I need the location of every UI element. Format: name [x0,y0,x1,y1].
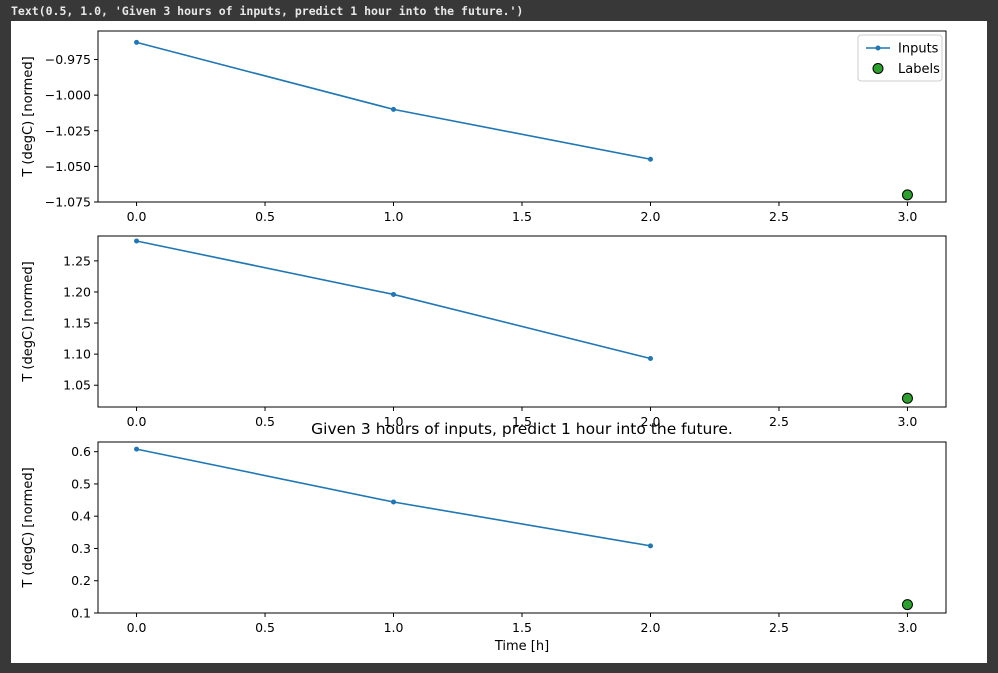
y-tick-label: −1.000 [45,88,91,103]
y-tick-label: 0.3 [71,541,91,556]
x-tick-label: 3.0 [898,414,918,429]
y-tick-label: 1.20 [63,284,91,299]
inputs-series-line [136,448,651,547]
y-axis-label: T (degC) [normed] [21,467,36,588]
y-tick-label: −1.050 [45,159,91,174]
x-tick-label: 3.0 [898,620,918,635]
x-tick-label: 1.0 [384,620,404,635]
x-tick-label: 2.0 [641,414,661,429]
inputs-point [647,355,653,361]
inputs-point [647,156,653,162]
chart-title: Given 3 hours of inputs, predict 1 hour … [311,420,733,438]
y-axis-label: T (degC) [normed] [21,56,36,177]
x-tick-label: 1.5 [512,414,532,429]
legend-labels-label: Labels [898,62,940,77]
x-tick-label: 1.5 [512,209,532,224]
subplot-2: 0.0 0.5 1.0 1.5 2.0 2.5 3.0 1.25 1.20 1.15 1.10 1.0… [21,235,947,429]
x-tick-label: 1.0 [384,414,404,429]
axes-frame [97,30,947,203]
axes-frame [97,235,947,408]
inputs-point [391,291,397,297]
inputs-point [134,39,140,45]
y-tick-label: 1.10 [63,347,91,362]
x-tick-label: 0.5 [255,414,275,429]
y-tick-label: 0.2 [71,573,91,588]
labels-point [901,599,913,611]
inputs-point [647,543,653,549]
y-tick-label: 0.5 [71,476,91,491]
x-tick-label: 1.0 [384,209,404,224]
y-tick-label: 0.1 [71,606,91,621]
inputs-point [134,446,140,452]
legend: Inputs Labels [857,34,943,82]
y-tick-label: 1.25 [63,253,91,268]
x-tick-label: 0.0 [127,209,147,224]
x-tick-label: 3.0 [898,209,918,224]
x-tick-label: 2.5 [769,620,789,635]
figure-canvas: 0.0 0.5 1.0 1.5 2.0 2.5 3.0 −0.975 −1.000 −1.025 −… [11,21,987,663]
cell-output-text: Text(0.5, 1.0, 'Given 3 hours of inputs,… [11,4,524,18]
x-tick-label: 0.0 [127,620,147,635]
x-tick-label: 0.5 [255,209,275,224]
labels-point [901,392,913,404]
x-axis-label: Time [h] [494,639,549,654]
y-tick-label: 1.05 [63,378,91,393]
x-tick-label: 0.0 [127,414,147,429]
inputs-point [391,499,397,505]
x-tick-label: 2.5 [769,414,789,429]
y-tick-label: 0.6 [71,444,91,459]
y-tick-label: −1.025 [45,123,91,138]
y-axis-label: T (degC) [normed] [21,261,36,382]
inputs-series-line [136,240,651,360]
inputs-point [134,238,140,244]
x-tick-label: 1.5 [512,620,532,635]
y-tick-label: −0.975 [45,52,91,67]
x-tick-label: 2.0 [641,209,661,224]
inputs-series-line [136,41,651,161]
subplot-1: 0.0 0.5 1.0 1.5 2.0 2.5 3.0 −0.975 −1.000 −1.025 −… [21,30,947,224]
x-tick-label: 0.5 [255,620,275,635]
subplot-3: 0.0 0.5 1.0 1.5 2.0 2.5 3.0 0.6 0.5 0.4 0.3 0.2 0.1 T… [21,420,947,654]
inputs-point [391,106,397,112]
y-tick-label: 1.15 [63,316,91,331]
x-tick-label: 2.5 [769,209,789,224]
legend-inputs-marker [875,45,881,51]
chart-figure: 0.0 0.5 1.0 1.5 2.0 2.5 3.0 −0.975 −1.000 −1.025 −… [21,30,947,654]
y-tick-label: −1.075 [45,195,91,210]
labels-point [901,189,913,201]
legend-labels-marker [872,63,884,74]
y-tick-label: 0.4 [71,509,91,524]
legend-inputs-label: Inputs [898,42,939,57]
x-tick-label: 2.0 [641,620,661,635]
